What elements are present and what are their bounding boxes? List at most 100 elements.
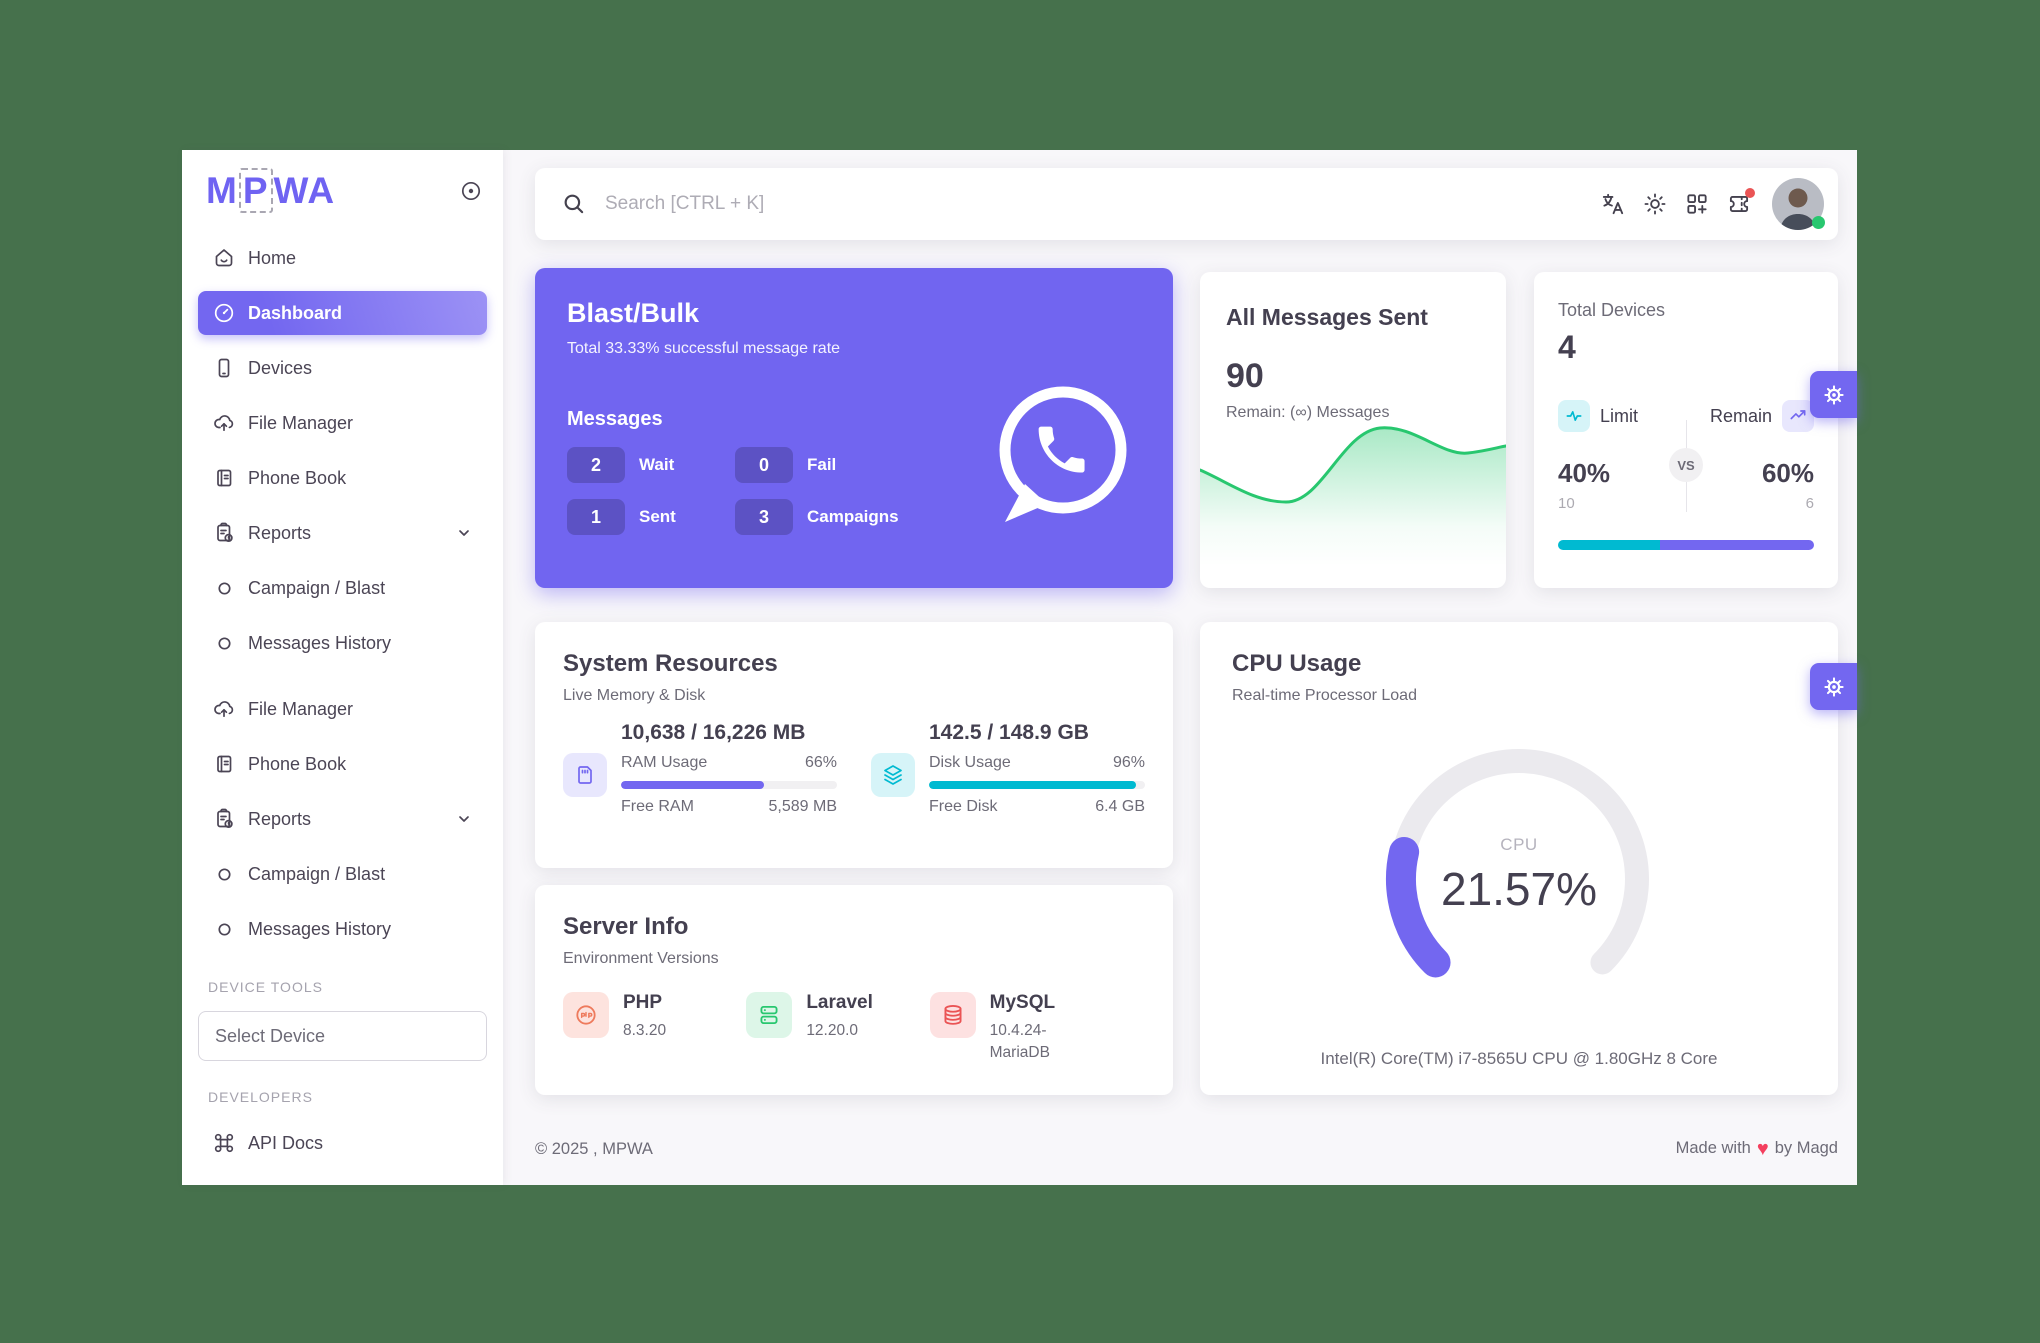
cpu-gauge: CPU 21.57% xyxy=(1364,729,1674,1029)
mysql-version: 10.4.24-MariaDB xyxy=(989,1022,1050,1062)
devices-progress-bar xyxy=(1558,540,1814,550)
stat-sent: 1 Sent xyxy=(567,499,735,535)
blast-card-title: Blast/Bulk xyxy=(567,298,700,328)
sidebar-header: M P WA xyxy=(182,150,503,213)
topbar xyxy=(535,168,1838,240)
cpu-usage-title: CPU Usage xyxy=(1232,650,1362,677)
blast-card-subtitle: Total 33.33% successful message rate xyxy=(567,340,841,357)
search-input[interactable] xyxy=(603,192,1592,216)
php-item: PHP 8.3.20 xyxy=(563,992,746,1065)
sidebar-item-label: API Docs xyxy=(248,1132,324,1153)
server-info-card: Server Info Environment Versions PHP 8.3… xyxy=(535,885,1173,1095)
cpu-usage-subtitle: Real-time Processor Load xyxy=(1232,687,1417,704)
notification-badge-dot xyxy=(1745,188,1755,198)
stat-fail: 0 Fail xyxy=(735,447,987,483)
ram-resource: 10,638 / 16,226 MB RAM Usage 66% Free RA… xyxy=(563,721,837,816)
sidebar-item-file-manager-2[interactable]: File Manager xyxy=(198,687,487,731)
sidebar-item-messages-history-2[interactable]: Messages History xyxy=(198,907,487,951)
sidebar-item-campaign-blast[interactable]: Campaign / Blast xyxy=(198,566,487,610)
remain-percent: 60% xyxy=(1761,458,1814,488)
laravel-version: 12.20.0 xyxy=(806,1022,859,1039)
free-disk-label: Free Disk xyxy=(929,798,998,815)
all-messages-title: All Messages Sent xyxy=(1226,304,1428,330)
vs-badge: VS xyxy=(1669,448,1703,482)
app-window: M P WA Home Dashboard Devices File Manager xyxy=(182,150,1857,1185)
sidebar-item-devices[interactable]: Devices xyxy=(198,346,487,390)
dashboard-gauge-icon xyxy=(212,301,236,325)
notifications-ticket-icon[interactable] xyxy=(1718,183,1760,225)
disk-resource: 142.5 / 148.9 GB Disk Usage 96% Free Dis… xyxy=(871,721,1145,816)
online-status-dot xyxy=(1812,216,1825,229)
all-messages-value: 90 xyxy=(1226,357,1264,395)
sidebar-item-home[interactable]: Home xyxy=(198,236,487,280)
remain-bar-segment xyxy=(1660,540,1814,550)
sidebar-item-file-manager[interactable]: File Manager xyxy=(198,401,487,445)
user-avatar[interactable] xyxy=(1772,178,1825,230)
footer-copyright: © 2025 , MPWA xyxy=(535,1140,653,1158)
stat-fail-value: 0 xyxy=(735,447,793,483)
language-icon[interactable] xyxy=(1592,183,1634,225)
sidebar-item-phone-book-2[interactable]: Phone Book xyxy=(198,742,487,786)
circle-bullet-icon xyxy=(217,867,232,882)
sidebar-item-reports-2[interactable]: Reports xyxy=(198,797,487,841)
disk-stack-icon xyxy=(871,753,915,797)
system-resources-subtitle: Live Memory & Disk xyxy=(563,687,706,704)
app-logo[interactable]: M P WA xyxy=(206,168,335,213)
logo-text-boxed: P xyxy=(238,168,273,213)
sidebar-item-label: Messages History xyxy=(248,918,392,939)
disk-usage-percent: 96% xyxy=(1112,754,1145,771)
gauge-center: CPU 21.57% xyxy=(1364,725,1674,1025)
sidebar-item-label: Messages History xyxy=(248,632,392,653)
chevron-down-icon[interactable] xyxy=(455,524,473,542)
count-row: 10 6 xyxy=(1558,495,1814,512)
sidebar-pin-toggle-icon[interactable] xyxy=(459,179,483,203)
sidebar-item-messages-history[interactable]: Messages History xyxy=(198,621,487,665)
messages-area-chart xyxy=(1200,426,1506,566)
sidebar-item-label: Home xyxy=(248,247,297,268)
sidebar-item-dashboard[interactable]: Dashboard xyxy=(198,291,487,335)
server-info-title: Server Info xyxy=(563,913,689,940)
sidebar-item-api-docs[interactable]: API Docs xyxy=(198,1121,487,1165)
stat-campaigns-label: Campaigns xyxy=(807,507,899,526)
whatsapp-icon xyxy=(975,372,1145,547)
search-icon xyxy=(561,191,587,217)
ram-memory-icon xyxy=(563,753,607,797)
home-icon xyxy=(212,246,236,270)
ram-progress-track xyxy=(621,781,837,789)
limit-bar-segment xyxy=(1558,540,1661,550)
theme-light-sun-icon[interactable] xyxy=(1634,183,1676,225)
sidebar-item-reports[interactable]: Reports xyxy=(198,511,487,555)
disk-usage-label: Disk Usage xyxy=(929,754,1011,771)
remain-trending-up-icon xyxy=(1782,400,1814,432)
select-device-label: Select Device xyxy=(215,1025,326,1046)
sidebar-item-label: Campaign / Blast xyxy=(248,863,386,884)
logo-text: M xyxy=(206,170,238,211)
customizer-gear-button-top[interactable] xyxy=(1810,371,1857,418)
customizer-gear-button-bottom[interactable] xyxy=(1810,663,1857,710)
chevron-down-icon[interactable] xyxy=(455,810,473,828)
total-devices-card: Total Devices 4 VS Limit Remain 40% 60% xyxy=(1534,272,1838,588)
select-device-dropdown[interactable]: Select Device xyxy=(198,1011,487,1061)
free-ram-value: 5,589 MB xyxy=(768,798,837,815)
resources-row: 10,638 / 16,226 MB RAM Usage 66% Free RA… xyxy=(563,721,1145,816)
server-info-subtitle: Environment Versions xyxy=(563,950,719,967)
blast-messages-label: Messages xyxy=(567,408,663,430)
sidebar-item-label: Phone Book xyxy=(248,467,347,488)
laravel-server-icon xyxy=(746,992,793,1038)
stat-campaigns: 3 Campaigns xyxy=(735,499,987,535)
stat-fail-label: Fail xyxy=(807,455,837,474)
sidebar-item-label: Devices xyxy=(248,357,313,378)
shortcuts-grid-icon[interactable] xyxy=(1676,183,1718,225)
sidebar-item-phone-book[interactable]: Phone Book xyxy=(198,456,487,500)
limit-percent: 40% xyxy=(1558,458,1611,488)
circle-bullet-icon xyxy=(217,636,232,651)
stat-wait: 2 Wait xyxy=(567,447,735,483)
developers-section-header: DEVELOPERS xyxy=(208,1089,313,1105)
mysql-name: MySQL xyxy=(989,992,1056,1013)
sidebar-item-label: Phone Book xyxy=(248,753,347,774)
percent-row: 40% 60% xyxy=(1558,458,1814,489)
ram-value: 10,638 / 16,226 MB xyxy=(621,721,806,744)
ram-usage-label: RAM Usage xyxy=(621,754,708,771)
system-resources-card: System Resources Live Memory & Disk 10,6… xyxy=(535,622,1173,868)
sidebar-item-campaign-blast-2[interactable]: Campaign / Blast xyxy=(198,852,487,896)
